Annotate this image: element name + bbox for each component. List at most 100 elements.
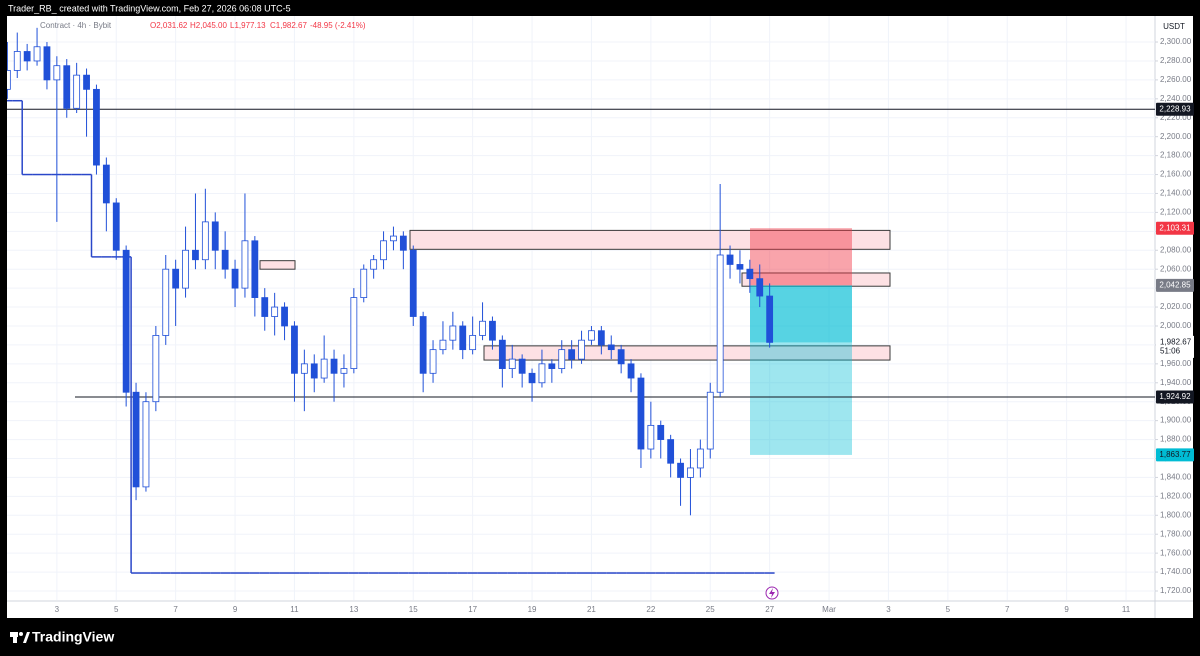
candle-body [637,377,645,450]
candle-body [281,306,288,327]
y-tick-label: 1,840.00 [1160,473,1192,482]
candle-body [172,268,180,289]
candle-body [548,363,556,369]
candle-body [142,401,150,488]
y-tick-label: 2,080.00 [1160,245,1192,254]
candle-body [647,424,655,450]
ohlc-legend: L1,977.13 [230,21,266,30]
open-pnl-area [750,285,852,343]
candle-body [736,264,744,270]
candle-body [43,46,51,81]
candle-body [182,249,189,289]
y-tick-label: 2,200.00 [1160,132,1192,141]
candle-body [360,268,368,298]
x-tick-label: 22 [646,605,655,614]
candle-body [518,358,526,374]
candle-body [122,249,130,393]
price-axis: 1,720.00 1,740.00 1,760.00 1,780.00 1,800.00… [1155,37,1194,595]
candle-body [380,240,387,261]
price-tag: 2,103.31 [1159,223,1191,232]
candle-body [241,240,249,289]
zone [409,229,891,250]
last-price: 1,982.67 [1160,337,1192,346]
x-tick-label: 3 [886,605,891,614]
candle-body [489,320,496,341]
logo-part [23,632,30,643]
candle-body [291,325,298,374]
candle-body [340,368,348,374]
price-tag-bg [1156,102,1194,116]
x-tick-label: 13 [349,605,358,614]
candle-body [617,349,625,365]
candle-body [211,221,219,251]
candle-body [7,70,11,90]
candle-body [498,339,506,369]
candle-body [320,358,328,379]
zone [259,260,296,270]
y-tick-label: 2,140.00 [1160,189,1192,198]
candle-body [726,254,734,265]
x-tick-label: 11 [1122,605,1131,614]
footer-brand: TradingView [32,629,114,645]
candle-body [162,268,170,336]
stop-area [750,228,852,286]
x-tick-label: 3 [55,605,60,614]
candle-body [132,391,140,488]
y-tick-label: 2,120.00 [1160,208,1192,217]
price-tag-bg [1156,221,1194,235]
y-tick-label: 2,220.00 [1160,113,1192,122]
candle-body [221,249,229,270]
last-price-bg [1156,335,1194,358]
candle-body [687,467,694,478]
y-tick-label: 1,960.00 [1160,359,1192,368]
candle-body [578,339,585,360]
logo-part [13,632,17,643]
candle-body [696,448,704,469]
x-tick-label: 7 [173,605,178,614]
candle-body [261,297,269,317]
price-tag: 1,863.77 [1159,450,1191,459]
y-tick-label: 1,720.00 [1160,586,1192,595]
x-tick-label: Mar [822,605,836,614]
price-tag-bg [1156,448,1194,462]
ohlc-legend: C1,982.67 [270,21,307,30]
candle-body [330,358,338,374]
x-tick-label: 27 [765,605,774,614]
candle-body [459,325,467,351]
candle-body [409,249,417,317]
price-tag: 2,042.85 [1159,281,1191,290]
ohlc-legend: O2,031.62 [150,21,188,30]
candle-body [667,439,675,464]
candle-body [23,51,31,62]
price-tag-bg [1156,278,1194,292]
candle-body [73,74,81,109]
candle-body [93,88,100,166]
candle-body [439,339,447,351]
y-tick-label: 2,300.00 [1160,37,1192,46]
candle-body [271,306,279,317]
candle-body [657,424,665,440]
candle-body [192,249,199,261]
countdown: 51:06 [1160,346,1181,355]
candle-body [528,372,536,384]
candle-body [13,51,21,71]
x-tick-label: 5 [114,605,119,614]
ohlc-legend: H2,045.00 [190,21,227,30]
zone [483,345,891,361]
x-tick-label: 9 [233,605,238,614]
candle-body [350,297,358,369]
x-tick-label: 15 [409,605,418,614]
y-tick-label: 1,940.00 [1160,378,1192,387]
y-tick-label: 2,020.00 [1160,302,1192,311]
candle-body [251,240,259,298]
candle-body [53,65,61,81]
y-tick-label: 2,160.00 [1160,170,1192,179]
price-tag: 2,228.93 [1159,104,1191,113]
x-tick-label: 5 [946,605,951,614]
footer-logo [10,632,30,643]
y-tick-label: 1,760.00 [1160,548,1192,557]
ohlc-legend: -48.95 (-2.41%) [310,21,366,30]
candle-body [706,391,714,450]
